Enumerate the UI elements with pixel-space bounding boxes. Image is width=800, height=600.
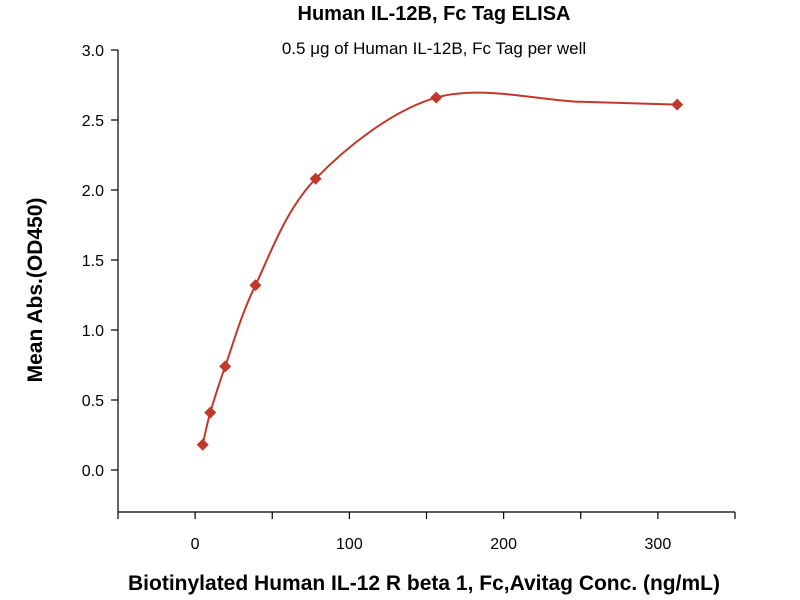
data-point xyxy=(430,91,443,104)
data-point xyxy=(309,172,322,185)
y-tick-label: 1.5 xyxy=(82,253,104,270)
data-point xyxy=(671,98,684,111)
x-ticks: 0 100 200 300 xyxy=(117,512,736,553)
x-tick-label: 100 xyxy=(336,536,363,553)
y-ticks: 0.0 0.5 1.0 1.5 2.0 2.5 3.0 xyxy=(82,43,118,480)
data-point xyxy=(204,406,217,419)
y-tick-label: 2.0 xyxy=(82,183,104,200)
x-tick-label: 300 xyxy=(645,536,672,553)
data-points xyxy=(196,91,684,451)
data-point xyxy=(196,438,209,451)
chart-title: Human IL-12B, Fc Tag ELISA xyxy=(298,3,571,25)
chart-subtitle: 0.5 μg of Human IL-12B, Fc Tag per well xyxy=(282,39,586,58)
x-axis-label: Biotinylated Human IL-12 R beta 1, Fc,Av… xyxy=(128,572,720,595)
y-tick-label: 2.5 xyxy=(82,113,104,130)
fit-curve xyxy=(201,91,678,446)
axes xyxy=(117,50,735,513)
data-point xyxy=(219,360,232,373)
x-tick-label: 200 xyxy=(490,536,517,553)
data-point xyxy=(249,279,262,292)
y-axis-label: Mean Abs.(OD450) xyxy=(24,198,47,383)
x-tick-label: 0 xyxy=(191,536,200,553)
y-tick-label: 0.5 xyxy=(82,393,104,410)
y-tick-label: 0.0 xyxy=(82,463,104,480)
y-tick-label: 1.0 xyxy=(82,323,104,340)
y-tick-label: 3.0 xyxy=(82,43,104,60)
